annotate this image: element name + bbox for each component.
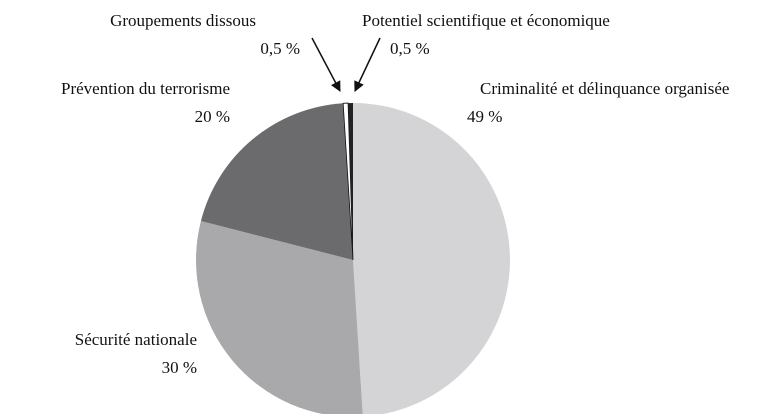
value-label: 0,5 % [390,39,430,58]
slice-label: Potentiel scientifique et économique [362,11,610,30]
slice-label: Criminalité et délinquance organisée [480,79,729,98]
pie-slice [353,103,510,414]
pie-slice [342,102,354,261]
pie-slice [196,220,363,414]
pie [196,102,510,414]
slice-label: Groupements dissous [110,11,256,30]
slice-label: Sécurité nationale [75,330,197,349]
slice-label: Prévention du terrorisme [61,79,230,98]
pie-slice [348,103,353,260]
arrow [354,37,381,92]
value-label: 0,5 % [260,39,300,58]
value-label: 20 % [195,107,230,126]
value-label: 49 % [467,107,502,126]
value-label: 30 % [162,358,197,377]
arrow [311,37,341,92]
pie-slice [200,103,353,260]
